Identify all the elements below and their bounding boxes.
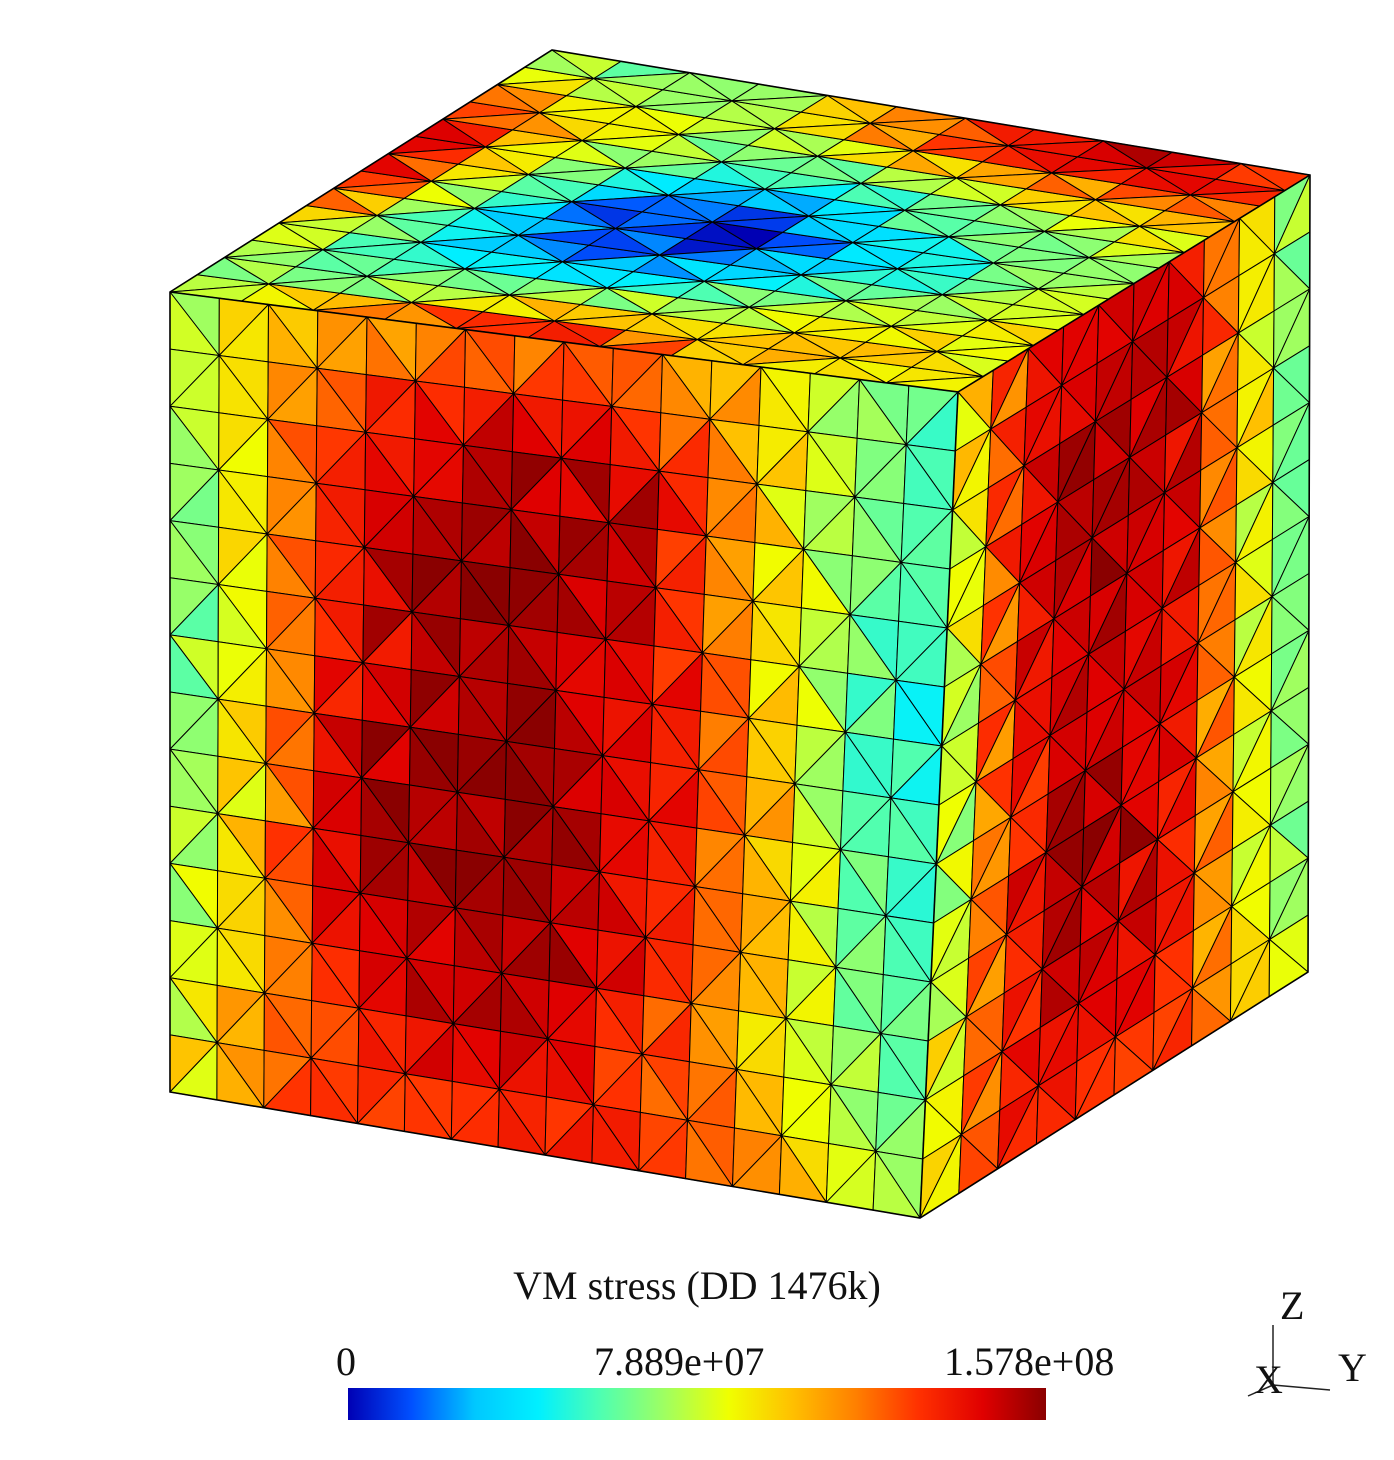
- colorbar-min-label: 0: [336, 1339, 356, 1384]
- mesh-right-face: [919, 174, 1311, 1219]
- axes-triad: [1247, 1325, 1331, 1397]
- colorbar: [348, 1388, 1046, 1420]
- axis-label-z: Z: [1280, 1283, 1305, 1328]
- stress-mesh-cube: [169, 49, 1311, 1219]
- axis-label-y: Y: [1338, 1345, 1367, 1390]
- x-axis-line: [1247, 1384, 1274, 1397]
- colorbar-mid-label: 7.889e+07: [594, 1339, 765, 1384]
- mesh-outline: [169, 49, 1311, 1219]
- axis-label-x: X: [1254, 1357, 1283, 1402]
- mesh-front-face: [169, 291, 959, 1219]
- y-axis-line: [1272, 1384, 1331, 1391]
- colorbar-title: VM stress (DD 1476k): [513, 1263, 881, 1308]
- colorbar-max-label: 1.578e+08: [944, 1339, 1115, 1384]
- mesh-outline-path: [169, 49, 1311, 1219]
- colorbar-gradient: [348, 1388, 1046, 1420]
